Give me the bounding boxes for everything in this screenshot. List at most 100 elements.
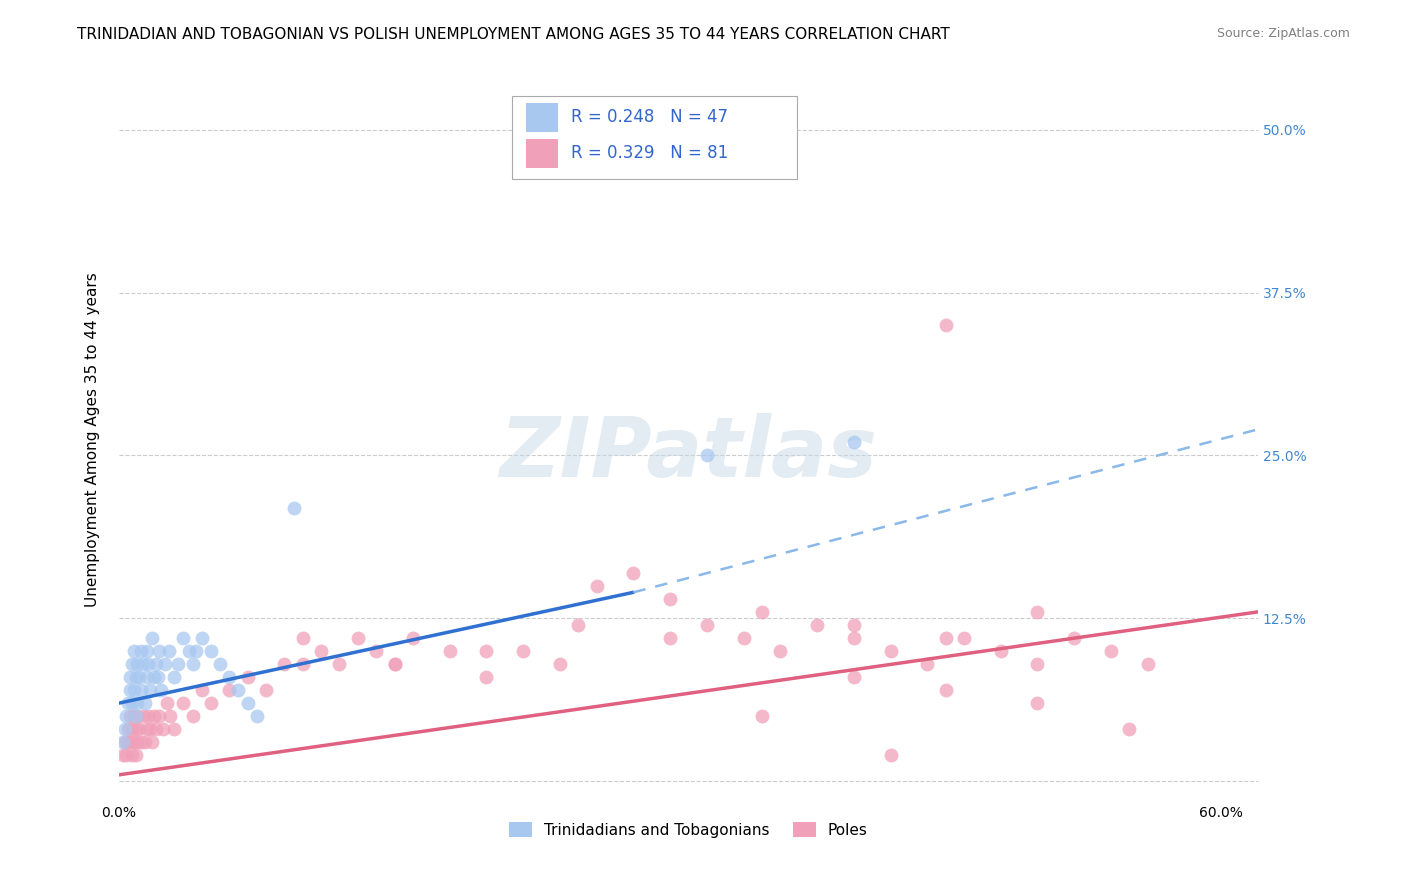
Point — [548, 657, 571, 671]
Point — [159, 709, 181, 723]
Point — [172, 696, 194, 710]
Point — [172, 631, 194, 645]
Point — [659, 591, 682, 606]
Point — [122, 644, 145, 658]
Point — [953, 631, 976, 645]
Point — [384, 657, 406, 671]
Point — [246, 709, 269, 723]
Point — [696, 618, 718, 632]
Point — [120, 683, 142, 698]
Point — [218, 670, 240, 684]
Point — [135, 670, 157, 684]
Point — [121, 722, 143, 736]
Point — [142, 709, 165, 723]
Point — [115, 748, 138, 763]
FancyBboxPatch shape — [526, 103, 558, 132]
Point — [121, 748, 143, 763]
Point — [117, 735, 139, 749]
Point — [141, 735, 163, 749]
Point — [132, 709, 155, 723]
Point — [512, 644, 534, 658]
Point — [366, 644, 388, 658]
Point — [122, 735, 145, 749]
Point — [148, 709, 170, 723]
FancyBboxPatch shape — [526, 139, 558, 168]
Point — [1118, 722, 1140, 736]
Point — [236, 670, 259, 684]
Point — [157, 644, 180, 658]
Point — [917, 657, 939, 671]
Point — [254, 683, 277, 698]
Point — [115, 709, 138, 723]
Point — [935, 631, 957, 645]
Point — [1063, 631, 1085, 645]
FancyBboxPatch shape — [512, 95, 797, 178]
Text: ZIPatlas: ZIPatlas — [499, 413, 877, 494]
Point — [139, 722, 162, 736]
Point — [142, 670, 165, 684]
Point — [190, 631, 212, 645]
Point — [209, 657, 232, 671]
Point — [1026, 657, 1049, 671]
Point — [111, 748, 134, 763]
Point — [1099, 644, 1122, 658]
Point — [328, 657, 350, 671]
Point — [114, 735, 136, 749]
Point — [145, 657, 167, 671]
Text: R = 0.329   N = 81: R = 0.329 N = 81 — [571, 145, 728, 162]
Point — [475, 644, 498, 658]
Point — [1026, 605, 1049, 619]
Text: Source: ZipAtlas.com: Source: ZipAtlas.com — [1216, 27, 1350, 40]
Point — [177, 644, 200, 658]
Point — [127, 696, 149, 710]
Point — [567, 618, 589, 632]
Point — [1026, 696, 1049, 710]
Point — [751, 605, 773, 619]
Point — [200, 644, 222, 658]
Point — [842, 670, 865, 684]
Point — [181, 657, 204, 671]
Point — [122, 709, 145, 723]
Point — [585, 579, 607, 593]
Point — [127, 709, 149, 723]
Point — [135, 644, 157, 658]
Point — [283, 500, 305, 515]
Point — [122, 683, 145, 698]
Point — [145, 722, 167, 736]
Point — [696, 449, 718, 463]
Point — [439, 644, 461, 658]
Text: TRINIDADIAN AND TOBAGONIAN VS POLISH UNEMPLOYMENT AMONG AGES 35 TO 44 YEARS CORR: TRINIDADIAN AND TOBAGONIAN VS POLISH UNE… — [77, 27, 950, 42]
Point — [1136, 657, 1159, 671]
Point — [124, 709, 146, 723]
Point — [347, 631, 370, 645]
Point — [135, 722, 157, 736]
Point — [124, 670, 146, 684]
Point — [842, 435, 865, 450]
Point — [879, 644, 901, 658]
Point — [291, 657, 314, 671]
Point — [117, 696, 139, 710]
Point — [621, 566, 644, 580]
Point — [218, 683, 240, 698]
Point — [129, 644, 152, 658]
Point — [659, 631, 682, 645]
Point — [111, 735, 134, 749]
Point — [124, 722, 146, 736]
Point — [138, 709, 160, 723]
Point — [935, 318, 957, 332]
Point — [842, 618, 865, 632]
Point — [273, 657, 295, 671]
Point — [166, 657, 188, 671]
Point — [163, 722, 186, 736]
Point — [129, 683, 152, 698]
Point — [769, 644, 792, 658]
Point — [120, 670, 142, 684]
Point — [186, 644, 208, 658]
Point — [879, 748, 901, 763]
Point — [384, 657, 406, 671]
Point — [128, 722, 150, 736]
Point — [733, 631, 755, 645]
Point — [127, 735, 149, 749]
Point — [291, 631, 314, 645]
Point — [128, 670, 150, 684]
